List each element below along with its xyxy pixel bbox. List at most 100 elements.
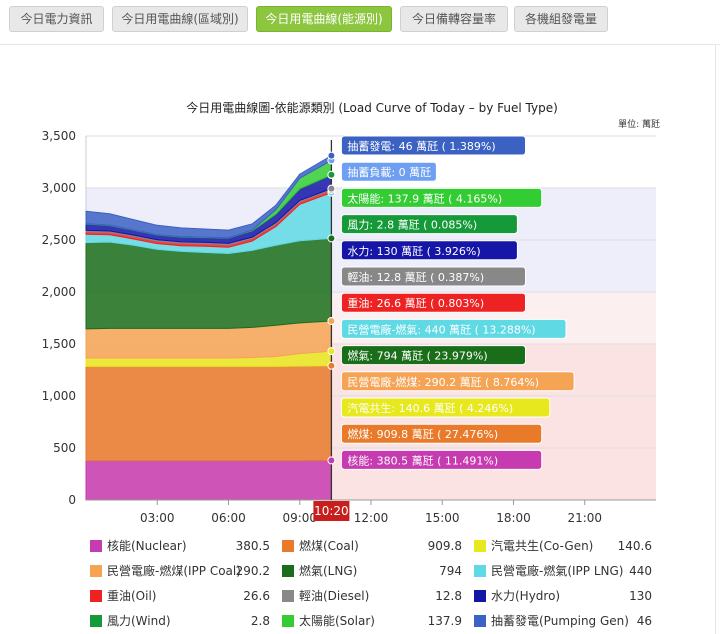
tooltip-box-nuclear bbox=[340, 449, 543, 470]
marker-coal bbox=[327, 361, 336, 370]
tooltip-box-oil bbox=[340, 292, 527, 313]
tooltip-label-lng: 燃氣: 794 萬瓩 ( 23.979%) bbox=[347, 349, 487, 363]
x-tick-label: 03:00 bbox=[140, 511, 175, 525]
marker-lng bbox=[327, 234, 336, 243]
x-tick-label: 06:00 bbox=[211, 511, 246, 525]
legend-value: 290.2 bbox=[235, 564, 270, 578]
tooltip-box-pump_load bbox=[340, 161, 437, 182]
legend-item-ipp_lng[interactable]: 民營電廠-燃氣(IPP LNG) 440 bbox=[474, 561, 652, 581]
tab-reserve-margin[interactable]: 今日備轉容量率 bbox=[400, 6, 508, 32]
y-tick-label: 2,000 bbox=[42, 285, 76, 299]
tab-load-by-fuel[interactable]: 今日用電曲線(能源別) bbox=[256, 6, 392, 32]
tooltip-label-cogen: 汽電共生: 140.6 萬瓩 ( 4.246%) bbox=[347, 401, 513, 415]
tooltip-box-lng bbox=[340, 345, 527, 366]
legend-swatch bbox=[282, 540, 294, 552]
legend-swatch bbox=[474, 615, 486, 627]
chart-title: 今日用電曲線圖-依能源類別 (Load Curve of Today – by … bbox=[186, 100, 558, 115]
legend-name: 風力(Wind) bbox=[107, 614, 171, 628]
marker-wind bbox=[327, 170, 336, 179]
legend-swatch bbox=[90, 615, 102, 627]
legend-item-oil[interactable]: 重油(Oil) 26.6 bbox=[90, 586, 270, 606]
tooltip-box-cogen bbox=[340, 397, 551, 418]
legend-value: 794 bbox=[439, 564, 462, 578]
legend-name: 民營電廠-燃煤(IPP Coal) bbox=[107, 564, 241, 578]
legend-swatch bbox=[282, 615, 294, 627]
legend-name: 輕油(Diesel) bbox=[299, 589, 370, 603]
tooltip-label-pump_gen: 抽蓄發電: 46 萬瓩 ( 1.389%) bbox=[347, 139, 495, 153]
tab-divider bbox=[0, 44, 720, 45]
legend-value: 26.6 bbox=[243, 589, 270, 603]
chart-unit-label: 單位: 萬瓩 bbox=[618, 118, 660, 130]
legend-swatch bbox=[90, 540, 102, 552]
tooltip-box-ipp_lng bbox=[340, 318, 567, 339]
legend-item-pump_gen[interactable]: 抽蓄發電(Pumping Gen) 46 bbox=[474, 611, 652, 631]
y-tick-label: 500 bbox=[53, 441, 76, 455]
legend-item-solar[interactable]: 太陽能(Solar) 137.9 bbox=[282, 611, 462, 631]
tab-unit-generation[interactable]: 各機組發電量 bbox=[514, 6, 608, 32]
tooltip-box-solar bbox=[340, 187, 543, 208]
tooltip-box-pump_gen bbox=[340, 135, 527, 156]
x-tick-label: 21:00 bbox=[567, 511, 602, 525]
legend-item-wind[interactable]: 風力(Wind) 2.8 bbox=[90, 611, 270, 631]
tooltip-label-diesel: 輕油: 12.8 萬瓩 ( 0.387%) bbox=[347, 270, 484, 284]
legend-value: 440 bbox=[629, 564, 652, 578]
tooltip-label-wind: 風力: 2.8 萬瓩 ( 0.085%) bbox=[347, 219, 477, 232]
current-time-badge bbox=[313, 501, 350, 521]
area-nuclear bbox=[85, 459, 332, 501]
legend-name: 太陽能(Solar) bbox=[299, 614, 375, 628]
tooltip-box-coal bbox=[340, 423, 543, 444]
tab-power-info[interactable]: 今日電力資訊 bbox=[9, 6, 104, 32]
legend-value: 380.5 bbox=[235, 539, 270, 553]
current-time-label: 10:20 bbox=[314, 504, 349, 518]
x-tick-label: 12:00 bbox=[354, 511, 389, 525]
marker-cogen bbox=[327, 347, 336, 356]
tooltip-box-diesel bbox=[340, 266, 527, 287]
legend-value: 46 bbox=[636, 614, 652, 628]
legend-value: 12.8 bbox=[435, 589, 462, 603]
legend-item-diesel[interactable]: 輕油(Diesel) 12.8 bbox=[282, 586, 462, 606]
legend-name: 民營電廠-燃氣(IPP LNG) bbox=[491, 564, 624, 578]
legend-name: 水力(Hydro) bbox=[491, 589, 561, 603]
legend-item-cogen[interactable]: 汽電共生(Co-Gen) 140.6 bbox=[474, 536, 652, 556]
tooltip-label-ipp_coal: 民營電廠-燃煤: 290.2 萬瓩 ( 8.764%) bbox=[347, 375, 539, 389]
legend-swatch bbox=[282, 590, 294, 602]
legend-name: 汽電共生(Co-Gen) bbox=[491, 539, 594, 553]
legend-swatch bbox=[90, 565, 102, 577]
legend-item-ipp_coal[interactable]: 民營電廠-燃煤(IPP Coal) 290.2 bbox=[90, 561, 270, 581]
legend-swatch bbox=[474, 565, 486, 577]
tooltip-label-coal: 燃煤: 909.8 萬瓩 ( 27.476%) bbox=[347, 427, 498, 441]
area-coal bbox=[85, 365, 332, 461]
y-tick-label: 3,000 bbox=[42, 181, 76, 195]
y-tick-label: 0 bbox=[68, 493, 76, 507]
legend: 核能(Nuclear) 380.5 燃煤(Coal) 909.8 汽電共生(Co-Gen… bbox=[0, 536, 720, 634]
tooltip-label-oil: 重油: 26.6 萬瓩 ( 0.803%) bbox=[347, 296, 484, 310]
tooltip-label-nuclear: 核能: 380.5 萬瓩 ( 11.491%) bbox=[347, 453, 498, 467]
x-tick-label: 18:00 bbox=[496, 511, 531, 525]
legend-swatch bbox=[474, 590, 486, 602]
legend-swatch bbox=[90, 590, 102, 602]
panel-edge bbox=[715, 44, 716, 634]
legend-name: 核能(Nuclear) bbox=[107, 539, 187, 553]
marker-nuclear bbox=[327, 456, 336, 465]
legend-swatch bbox=[474, 540, 486, 552]
legend-item-coal[interactable]: 燃煤(Coal) 909.8 bbox=[282, 536, 462, 556]
legend-value: 137.9 bbox=[427, 614, 462, 628]
marker-pump_gen bbox=[327, 151, 336, 160]
legend-value: 2.8 bbox=[250, 614, 270, 628]
legend-item-hydro[interactable]: 水力(Hydro) 130 bbox=[474, 586, 652, 606]
y-tick-label: 3,500 bbox=[42, 129, 76, 143]
x-tick-label: 09:00 bbox=[282, 511, 317, 525]
legend-item-lng[interactable]: 燃氣(LNG) 794 bbox=[282, 561, 462, 581]
y-tick-label: 2,500 bbox=[42, 233, 76, 247]
legend-item-nuclear[interactable]: 核能(Nuclear) 380.5 bbox=[90, 536, 270, 556]
legend-name: 抽蓄發電(Pumping Gen) bbox=[491, 614, 629, 628]
tooltip-box-ipp_coal bbox=[340, 371, 575, 392]
tab-load-by-region[interactable]: 今日用電曲線(區域別) bbox=[112, 6, 248, 32]
marker-diesel bbox=[327, 184, 336, 193]
tooltip-label-solar: 太陽能: 137.9 萬瓩 ( 4.165%) bbox=[347, 191, 502, 205]
legend-name: 燃氣(LNG) bbox=[299, 564, 358, 578]
tooltip-box-wind bbox=[340, 214, 518, 235]
legend-name: 燃煤(Coal) bbox=[299, 539, 359, 553]
legend-value: 909.8 bbox=[427, 539, 462, 553]
tooltip-box-hydro bbox=[340, 240, 518, 261]
